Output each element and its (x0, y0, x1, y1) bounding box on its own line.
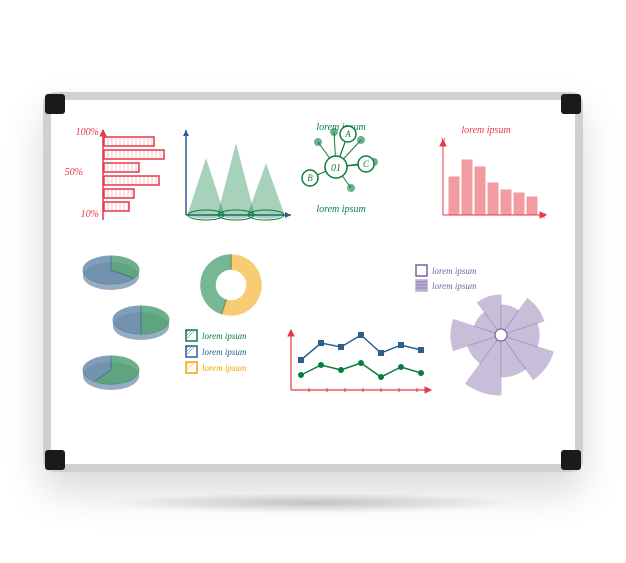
svg-text:lorem ipsum: lorem ipsum (461, 125, 510, 136)
svg-text:C: C (363, 159, 370, 169)
svg-text:lorem ipsum: lorem ipsum (432, 266, 477, 276)
network-chart: lorem ipsum ABC 01 lorem ipsum (302, 122, 378, 215)
line-chart (288, 330, 431, 393)
svg-text:01: 01 (331, 163, 341, 174)
radial-chart (451, 295, 553, 395)
svg-text:A: A (344, 129, 351, 139)
svg-text:lorem ipsum: lorem ipsum (432, 281, 477, 291)
pie-3d-group (83, 256, 169, 390)
svg-text:lorem ipsum: lorem ipsum (202, 347, 247, 357)
svg-text:50%: 50% (65, 167, 83, 178)
donut-chart (201, 255, 261, 315)
svg-text:B: B (307, 173, 313, 183)
svg-text:10%: 10% (81, 209, 99, 220)
svg-text:100%: 100% (76, 127, 99, 138)
vertical-bar-chart: lorem ipsum y x (440, 125, 546, 221)
legend-primary: lorem ipsum lorem ipsum lorem ipsum (186, 330, 247, 373)
whiteboard: 100% 50% 10% lorem ipsum A B C 01 lorem ip… (43, 92, 583, 472)
svg-text:lorem ipsum: lorem ipsum (316, 204, 365, 215)
svg-text:lorem ipsum: lorem ipsum (202, 363, 247, 373)
cone-chart (183, 130, 291, 220)
svg-text:lorem ipsum: lorem ipsum (202, 331, 247, 341)
legend-secondary: lorem ipsum lorem ipsum (416, 265, 477, 291)
horizontal-bar-chart: 100% 50% 10% (65, 127, 164, 220)
charts-canvas: 100% 50% 10% lorem ipsum A B C 01 lorem ip… (51, 100, 575, 464)
